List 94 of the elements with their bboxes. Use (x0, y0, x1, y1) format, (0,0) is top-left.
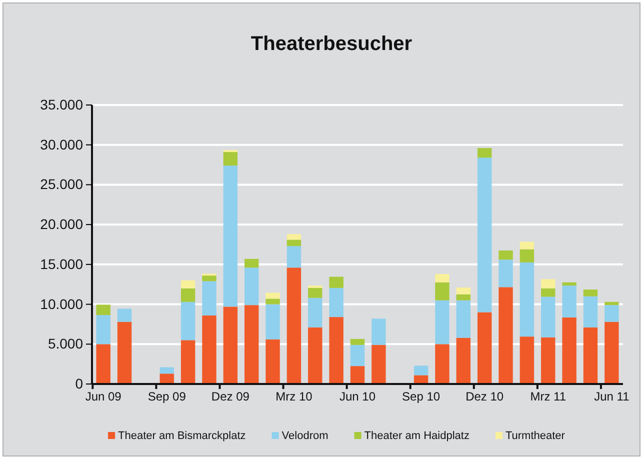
bar (435, 282, 450, 300)
bar (520, 262, 534, 337)
x-tick-label: Jun 10 (339, 390, 376, 404)
y-tick-label: 35.000 (40, 96, 84, 112)
bar (456, 294, 470, 300)
bar (223, 166, 238, 307)
bar (372, 344, 386, 384)
x-tick-label: Mrz 10 (276, 390, 313, 404)
bar (329, 317, 344, 384)
bar (477, 312, 492, 384)
y-tick-label: 30.000 (40, 136, 84, 152)
bar (180, 280, 196, 288)
bar (456, 288, 470, 294)
y-tick-label: 20.000 (40, 216, 84, 232)
bar (604, 322, 619, 384)
bar (562, 317, 576, 384)
bar (414, 366, 428, 376)
bar (244, 268, 259, 306)
bar (286, 234, 302, 240)
bar (562, 282, 576, 286)
bar (520, 336, 534, 384)
bar (117, 322, 132, 384)
x-tick-label: Dez 09 (211, 390, 250, 404)
bar (244, 258, 259, 268)
bar (520, 249, 534, 262)
x-tick-label: Sep 09 (148, 390, 186, 404)
bar (583, 296, 598, 328)
bar (435, 300, 450, 344)
bar (96, 304, 110, 316)
bar (160, 374, 174, 384)
bar (266, 304, 280, 340)
bar (223, 306, 238, 384)
bar (266, 339, 280, 384)
bar (456, 300, 470, 338)
legend-label: Theater am Haidplatz (364, 430, 470, 442)
bar (583, 327, 598, 384)
x-tick-label: Jun 11 (594, 390, 630, 404)
x-tick-label: Dez 10 (466, 390, 504, 404)
bar (583, 290, 598, 296)
bar (604, 302, 619, 306)
x-tick-label: Jun 09 (85, 390, 122, 404)
y-tick-label: 10.000 (40, 296, 84, 312)
y-tick-label: 5.000 (48, 336, 84, 352)
bar (329, 288, 344, 318)
bar (202, 315, 216, 384)
bar (202, 276, 216, 282)
bar (180, 302, 196, 340)
bar (286, 246, 302, 268)
bar (541, 337, 556, 384)
bar (180, 288, 196, 302)
y-tick-label: 15.000 (40, 256, 84, 272)
bar (286, 268, 302, 384)
bar (202, 281, 216, 316)
bar (308, 288, 322, 298)
bar (160, 367, 174, 374)
bar (350, 338, 365, 345)
legend-label: Turmtheater (505, 430, 566, 442)
bar (498, 260, 513, 288)
bar (562, 286, 576, 318)
bar (604, 305, 619, 322)
legend-label: Velodrom (282, 430, 328, 442)
bar (372, 318, 386, 345)
bar (414, 375, 428, 384)
bar (435, 274, 450, 282)
legend-label: Theater am Bismarckplatz (118, 430, 246, 442)
bar (266, 298, 280, 304)
bar (498, 250, 513, 260)
bar (223, 152, 238, 166)
y-tick-label: 0 (75, 375, 84, 392)
bar (266, 292, 280, 299)
bar (96, 315, 110, 344)
bar (541, 279, 556, 288)
bar (308, 327, 322, 384)
bar (477, 158, 492, 312)
bar (350, 344, 365, 366)
bar (435, 344, 450, 384)
bar (329, 276, 344, 288)
bar (520, 242, 534, 250)
bar (456, 338, 470, 384)
bar (498, 287, 513, 384)
bar (541, 296, 556, 338)
chart-title: Theaterbesucher (250, 33, 412, 55)
bar (286, 240, 302, 246)
x-tick-label: Mrz 11 (530, 390, 566, 404)
bar (477, 148, 492, 158)
bar (350, 366, 365, 384)
bar (180, 340, 196, 384)
bar (308, 298, 322, 328)
x-tick-label: Sep 10 (402, 390, 440, 404)
bar (96, 344, 110, 384)
y-tick-label: 25.000 (40, 176, 84, 192)
bar (117, 308, 132, 322)
bar (541, 288, 556, 297)
bar (244, 305, 259, 384)
